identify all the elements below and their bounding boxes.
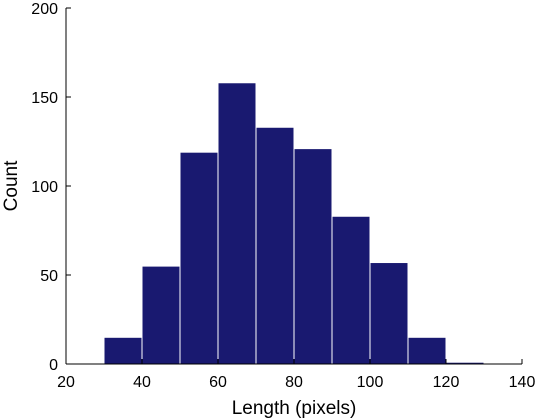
x-tick-label: 60 <box>209 374 227 391</box>
y-tick-label: 200 <box>31 1 58 18</box>
histogram-bar <box>179 151 219 365</box>
x-tick-label: 40 <box>133 374 151 391</box>
y-tick-label: 0 <box>49 357 58 374</box>
y-tick-label: 150 <box>31 90 58 107</box>
x-tick-label: 140 <box>509 374 536 391</box>
histogram-bar <box>255 126 295 365</box>
x-tick-label: 120 <box>433 374 460 391</box>
x-tick-label: 100 <box>357 374 384 391</box>
histogram-bar <box>407 336 447 365</box>
bars-group <box>103 82 485 365</box>
y-tick-label: 50 <box>40 268 58 285</box>
x-tick-label: 20 <box>57 374 75 391</box>
histogram-bar <box>331 215 371 365</box>
y-tick-label: 100 <box>31 179 58 196</box>
x-axis-label: Length (pixels) <box>232 398 357 418</box>
histogram-bar <box>141 265 181 365</box>
x-tick-label: 80 <box>285 374 303 391</box>
histogram-bar <box>217 82 257 365</box>
y-axis-label: Count <box>1 160 22 211</box>
ticks-group: 20 40 60 80 100 120 140 0 50 100 150 200 <box>31 1 535 391</box>
histogram-bar <box>369 262 409 365</box>
histogram-bar <box>293 148 333 365</box>
histogram-bar <box>103 336 143 365</box>
